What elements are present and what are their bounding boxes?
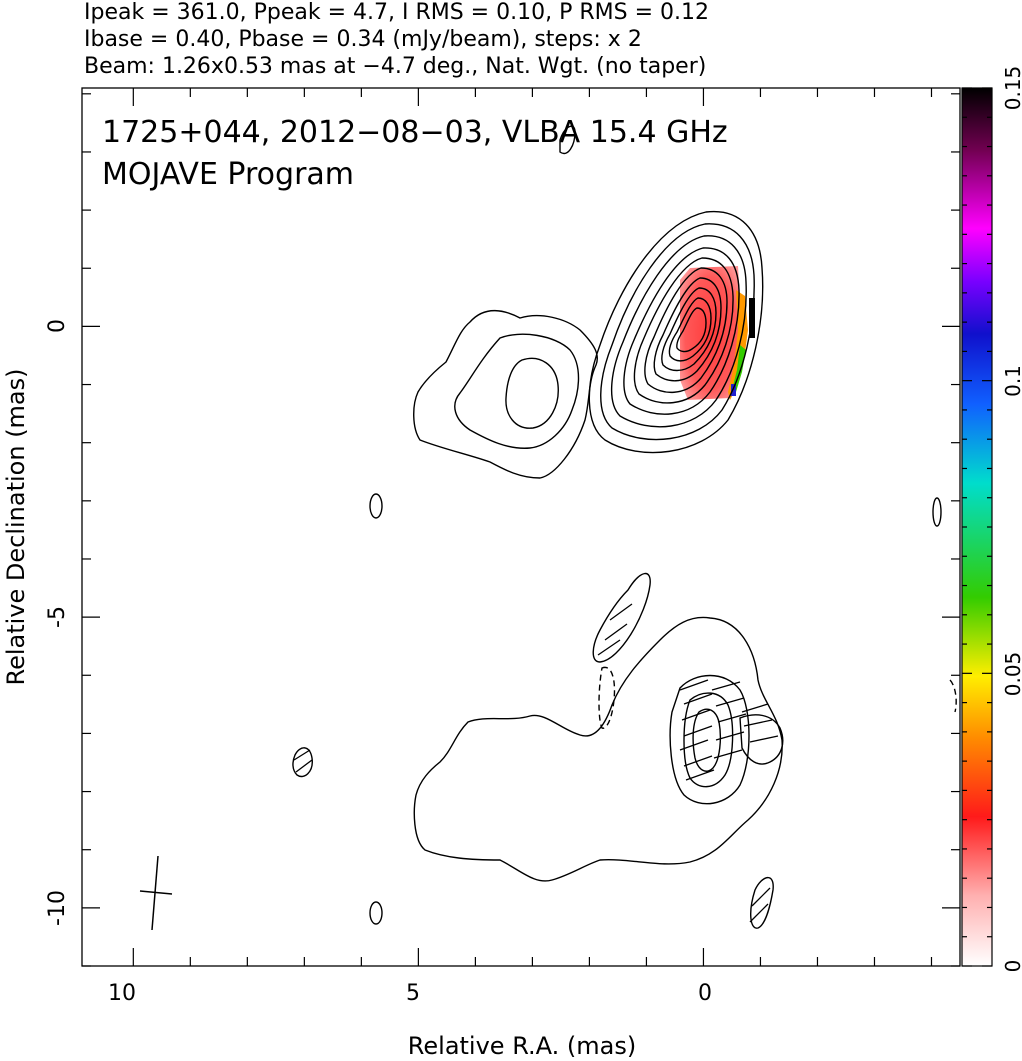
polarization-blue-pixels — [731, 384, 736, 396]
colorbar-label-0: 0 — [1001, 960, 1022, 973]
header-line-3: Beam: 1.26x0.53 mas at −4.7 deg., Nat. W… — [84, 54, 706, 79]
polarization-fill-edge — [728, 290, 748, 400]
plot-frame — [81, 87, 961, 967]
x-tick-label-0: 0 — [698, 981, 712, 1006]
y-tick-labels: 0 -5 -10 — [45, 319, 70, 926]
x-tick-label-10: 10 — [108, 981, 136, 1006]
header-line-2: Ibase = 0.40, Pbase = 0.34 (mJy/beam), s… — [84, 27, 642, 52]
y-axis-ticks — [82, 93, 960, 967]
beam-marker — [139, 855, 173, 931]
colorbar-ticks — [962, 87, 992, 967]
y-tick-label-minus5: -5 — [45, 606, 70, 628]
y-axis-label: Relative Declination (mas) — [2, 368, 30, 685]
map-title: 1725+044, 2012−08−03, VLBA 15.4 GHz — [102, 115, 728, 150]
program-label: MOJAVE Program — [102, 157, 354, 192]
colorbar-label-0.1: 0.1 — [1001, 365, 1022, 397]
colorbar-label-0.05: 0.05 — [1001, 652, 1022, 697]
x-tick-label-5: 5 — [406, 981, 420, 1006]
secondary-component-contours — [413, 309, 598, 479]
colorbar-tick-labels: 0 0.05 0.1 0.15 — [1001, 66, 1022, 973]
y-tick-label-0: 0 — [45, 319, 70, 333]
header-line-1: Ipeak = 361.0, Ppeak = 4.7, I RMS = 0.10… — [84, 0, 709, 25]
polarization-fill-edge-green — [732, 345, 746, 392]
colorbar-label-0.15: 0.15 — [1001, 66, 1022, 111]
x-axis-label: Relative R.A. (mas) — [408, 1032, 636, 1060]
southern-component-contours — [413, 616, 784, 882]
y-tick-label-minus10: -10 — [45, 890, 70, 926]
x-axis-ticks — [132, 88, 933, 966]
polarization-vectors-south — [679, 679, 779, 781]
small-features — [292, 125, 957, 929]
polarization-vectors-misc — [293, 603, 771, 923]
map-content — [139, 125, 957, 931]
core-contours — [588, 210, 764, 454]
